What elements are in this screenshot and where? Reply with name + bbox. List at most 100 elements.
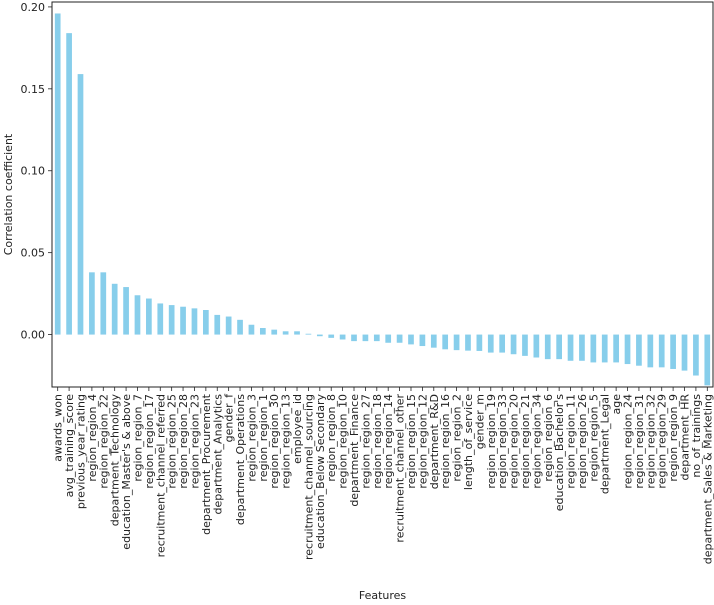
bar <box>658 334 665 368</box>
x-tick-label: education_Below Secondary <box>314 394 327 549</box>
x-tick-label: education_Bachelor's <box>553 394 566 511</box>
bar <box>89 272 95 335</box>
x-tick-label: length_of_service <box>462 394 475 490</box>
y-axis-label: Correlation coefficient <box>2 133 15 255</box>
y-tick-label: 0.00 <box>21 329 46 342</box>
x-tick-label: region_region_10 <box>337 394 350 489</box>
x-axis-label: Features <box>359 589 407 602</box>
bar <box>647 334 654 368</box>
bar <box>704 334 711 386</box>
x-tick-label: region_region_25 <box>166 394 179 489</box>
bar <box>225 316 232 335</box>
x-tick-label: employee_id <box>291 394 304 464</box>
bar <box>693 334 699 376</box>
bar <box>328 334 335 338</box>
x-tick-label: region_region_14 <box>382 394 395 489</box>
x-tick-label: department_Operations <box>234 394 247 525</box>
bar <box>567 334 574 361</box>
x-tick-label: education_Master's & above <box>120 394 133 550</box>
x-tick-label: region_region_28 <box>177 394 190 489</box>
x-tick-label: region_region_2 <box>451 394 464 482</box>
bar <box>339 334 346 340</box>
bar <box>556 334 562 360</box>
bar <box>294 331 300 335</box>
x-tick-label: region_region_16 <box>439 394 452 489</box>
bar <box>533 334 540 358</box>
x-tick-label: previous_year_rating <box>74 394 87 509</box>
bar <box>373 334 380 342</box>
x-tick-label: region_region_33 <box>496 394 509 489</box>
x-tick-label: region_region_20 <box>508 394 521 489</box>
x-tick-label: region_region_21 <box>519 394 532 489</box>
bar <box>168 305 175 335</box>
x-tick-label: region_region_31 <box>633 394 646 489</box>
x-tick-label: region_region_8 <box>325 394 338 482</box>
x-tick-label: region_region_11 <box>565 394 578 489</box>
bar <box>499 334 506 353</box>
bar <box>123 287 129 335</box>
x-tick-label: region_region_23 <box>188 394 201 489</box>
x-tick-label: department_Sales & Marketing <box>701 394 714 564</box>
x-tick-label: age <box>610 394 623 415</box>
x-tick-label: region_region_13 <box>280 394 293 489</box>
x-tick-label: department_Finance <box>348 394 361 507</box>
bar <box>670 334 676 369</box>
x-tick-label: region_region_5 <box>587 394 600 482</box>
x-tick-label: region_region_15 <box>405 394 418 489</box>
x-tick-label: region_region_17 <box>143 394 156 489</box>
bar <box>487 334 494 353</box>
bar <box>544 334 551 360</box>
bar <box>579 334 585 361</box>
x-axis-ticks: awards_wonavg_training_scoreprevious_yea… <box>52 387 714 564</box>
x-tick-label: gender_f <box>223 393 236 442</box>
x-tick-label: avg_training_score <box>63 394 76 498</box>
bar <box>681 334 688 371</box>
x-tick-label: department_Procurement <box>200 393 213 535</box>
bar <box>442 334 449 350</box>
bar <box>408 334 414 345</box>
bar <box>362 334 369 342</box>
x-tick-label: recruitment_channel_other <box>394 394 407 543</box>
bar <box>522 334 528 356</box>
bar <box>54 13 61 335</box>
bar <box>396 334 403 343</box>
bar <box>237 319 243 335</box>
bar <box>601 334 608 363</box>
bar <box>624 334 631 365</box>
x-tick-label: region_region_29 <box>656 394 669 489</box>
bar <box>77 74 84 335</box>
bar <box>146 298 152 335</box>
x-tick-label: region_region_7 <box>131 394 144 482</box>
x-tick-label: region_region_4 <box>86 394 99 482</box>
bar <box>203 310 209 335</box>
x-tick-label: region_region_27 <box>359 394 372 489</box>
bar <box>111 283 118 335</box>
bar <box>590 334 597 363</box>
x-tick-label: department_HR <box>679 394 692 481</box>
x-tick-label: department_Technology <box>109 394 122 527</box>
x-tick-label: region_region_3 <box>245 394 258 482</box>
bar <box>66 33 72 335</box>
y-tick-label: 0.10 <box>21 165 46 178</box>
bar <box>430 334 437 348</box>
x-tick-label: region_region_24 <box>622 394 635 489</box>
bar <box>465 334 471 351</box>
bar <box>510 334 517 355</box>
y-tick-label: 0.20 <box>21 1 46 14</box>
y-tick-label: 0.15 <box>21 83 46 96</box>
x-tick-label: region_region_34 <box>530 394 543 489</box>
bar <box>271 329 278 335</box>
x-tick-label: recruitment_channel_sourcing <box>302 394 315 560</box>
x-tick-label: region_region_22 <box>97 394 110 489</box>
x-tick-label: region_region_9 <box>667 394 680 482</box>
bar <box>282 331 289 335</box>
bar <box>100 272 107 335</box>
x-tick-label: region_region_30 <box>268 394 281 489</box>
bar <box>636 334 642 366</box>
x-tick-label: recruitment_channel_referred <box>154 394 167 557</box>
bar <box>453 334 460 351</box>
bar <box>476 334 483 351</box>
bars-group <box>54 13 711 386</box>
x-tick-label: region_region_6 <box>542 394 555 482</box>
